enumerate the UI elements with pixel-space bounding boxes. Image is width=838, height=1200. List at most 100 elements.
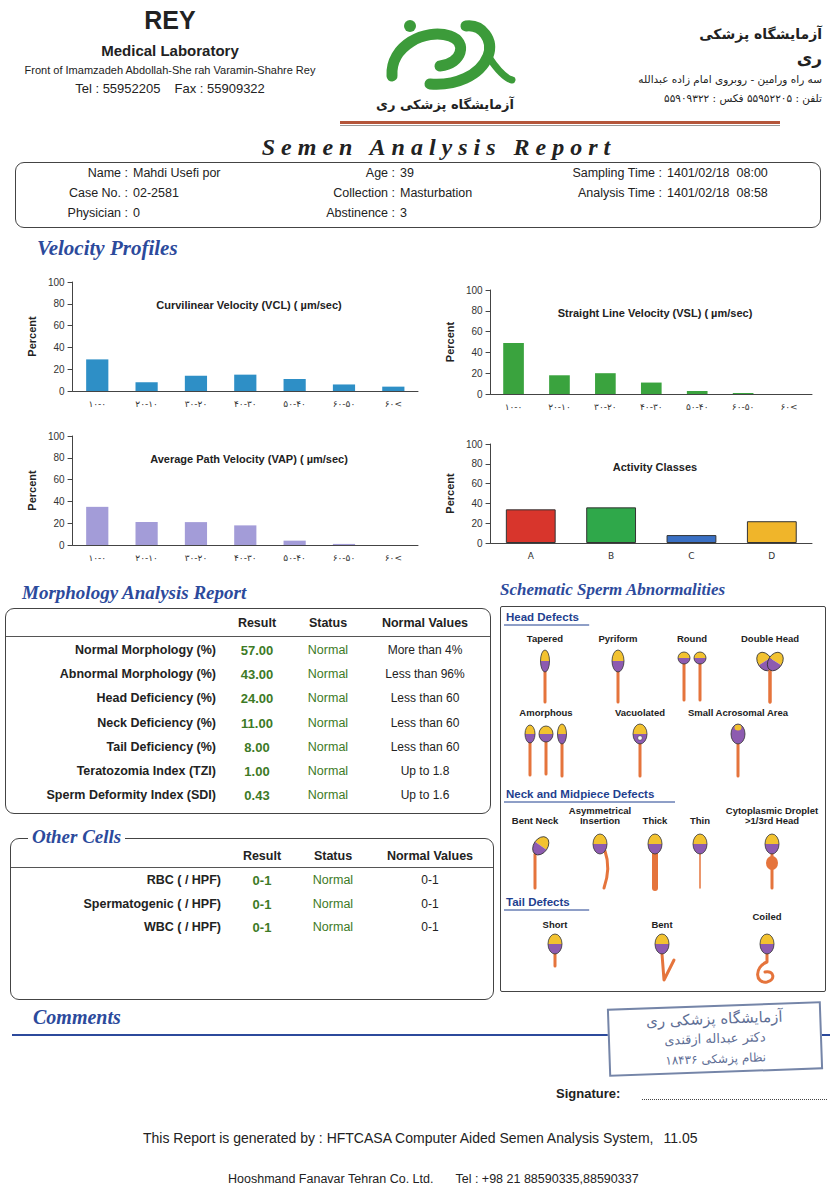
html-text:This Report is generated by :: This Report is generated by : HFTCASA Co… (143, 1130, 654, 1146)
svg-text:20: 20 (53, 364, 65, 375)
svg-text:D: D (768, 551, 775, 561)
svg-text:۱۰-۰: ۱۰-۰ (505, 402, 523, 412)
svg-text:A: A (528, 551, 535, 561)
svg-text:40: 40 (53, 496, 65, 507)
svg-text:Average Path Velocity (VAP) (: Average Path Velocity (VAP) ( µm/sec) (150, 453, 348, 465)
html-text:Medical Laboratory: Medical Laboratory (101, 42, 239, 59)
html-text:Semen Analysis Report: Semen Analysis Report (261, 134, 617, 160)
svg-text:100: 100 (466, 439, 483, 450)
html-text:آزمایشگاه پزشکی: آزمایشگاه پزشکی (699, 26, 822, 42)
html-text:آزمایشگاه پزشکی ری: آزمایشگاه پزشکی ری (645, 1007, 783, 1031)
svg-text:۶۰-۵۰: ۶۰-۵۰ (333, 399, 356, 409)
svg-text:Pyriform: Pyriform (598, 633, 637, 644)
svg-text:۶۰<: ۶۰< (385, 399, 402, 409)
html-text:0-1: 0-1 (252, 896, 272, 912)
html-text:Other Cells: Other Cells (32, 826, 122, 847)
html-text:0.43: 0.43 (244, 788, 270, 804)
svg-text:۲۰-۱۰: ۲۰-۱۰ (548, 402, 571, 412)
svg-text:Percent: Percent (444, 473, 456, 514)
svg-text:Percent: Percent (26, 316, 38, 357)
html-text:ری: ری (796, 48, 822, 68)
html-text:دکتر عبداله ازقندی: دکتر عبداله ازقندی (664, 1029, 766, 1048)
svg-text:Curvilinear Velocity (VCL) ( µ: Curvilinear Velocity (VCL) ( µm/sec) (156, 299, 342, 311)
svg-text:20: 20 (53, 518, 65, 529)
svg-text:>1/3rd Head: >1/3rd Head (745, 815, 799, 826)
svg-text:Double Head: Double Head (741, 633, 799, 644)
svg-text:0: 0 (477, 389, 483, 400)
svg-text:۶۰<: ۶۰< (780, 402, 797, 412)
svg-text:۱۰-۰: ۱۰-۰ (88, 399, 106, 409)
svg-text:۳۰-۲۰: ۳۰-۲۰ (185, 553, 208, 563)
html-text:11.05: 11.05 (663, 1130, 698, 1146)
svg-text:100: 100 (466, 285, 483, 296)
svg-text:Neck and Midpiece Defects: Neck and Midpiece Defects (506, 788, 654, 800)
svg-text:60: 60 (471, 478, 483, 489)
svg-text:Asymmetrical: Asymmetrical (569, 805, 631, 816)
svg-text:60: 60 (53, 320, 65, 331)
svg-text:۳۰-۲۰: ۳۰-۲۰ (594, 402, 617, 412)
html-text:24.00: 24.00 (240, 691, 274, 707)
svg-text:80: 80 (53, 452, 65, 463)
svg-text:80: 80 (471, 458, 483, 469)
svg-text:40: 40 (53, 342, 65, 353)
svg-text:Cytoplasmic Droplet: Cytoplasmic Droplet (726, 805, 819, 816)
html-text:43.00: 43.00 (240, 667, 274, 683)
svg-text:0: 0 (59, 540, 65, 551)
svg-text:Insertion: Insertion (580, 815, 620, 826)
svg-text:20: 20 (471, 518, 483, 529)
svg-text:۱۰-۰: ۱۰-۰ (88, 553, 106, 563)
svg-text:Small Acrosomal Area: Small Acrosomal Area (688, 707, 789, 718)
svg-text:Thick: Thick (643, 815, 669, 826)
html-text:Fax : 55909322: Fax : 55909322 (174, 81, 265, 96)
html-text:REY: REY (144, 6, 196, 34)
svg-text:80: 80 (53, 298, 65, 309)
svg-text:C: C (688, 551, 694, 561)
svg-text:Amorphous: Amorphous (519, 707, 572, 718)
svg-text:۶۰<: ۶۰< (385, 553, 402, 563)
svg-text:۵۰-۴۰: ۵۰-۴۰ (283, 553, 306, 563)
svg-text:۲۰-۱۰: ۲۰-۱۰ (135, 553, 158, 563)
svg-text:Thin: Thin (690, 815, 710, 826)
html-text:Schematic Sperm Abnormalities: Schematic Sperm Abnormalities (500, 580, 726, 599)
svg-text:Percent: Percent (26, 470, 38, 511)
svg-text:B: B (608, 551, 614, 561)
svg-text:۲۰-۱۰: ۲۰-۱۰ (135, 399, 158, 409)
svg-text:Head Defects: Head Defects (506, 611, 579, 623)
svg-text:۴۰-۳۰: ۴۰-۳۰ (234, 399, 257, 409)
svg-text:۴۰-۳۰: ۴۰-۳۰ (640, 402, 663, 412)
svg-text:60: 60 (53, 474, 65, 485)
svg-text:80: 80 (471, 305, 483, 316)
svg-text:60: 60 (471, 326, 483, 337)
html-text:8.00: 8.00 (244, 739, 270, 755)
html-text:Tel : 55952205: Tel : 55952205 (75, 81, 161, 96)
svg-text:Percent: Percent (444, 321, 456, 362)
svg-text:Coiled: Coiled (752, 911, 781, 922)
svg-text:۵۰-۴۰: ۵۰-۴۰ (686, 402, 709, 412)
svg-text:۶۰-۵۰: ۶۰-۵۰ (732, 402, 755, 412)
svg-text:Bent: Bent (651, 919, 673, 930)
html-text:11.00: 11.00 (241, 715, 273, 731)
svg-text:۵۰-۴۰: ۵۰-۴۰ (283, 399, 306, 409)
html-text:Morphology Analysis Report: Morphology Analysis Report (22, 582, 247, 603)
svg-text:Bent Neck: Bent Neck (512, 815, 559, 826)
html-text:Velocity Profiles: Velocity Profiles (37, 236, 178, 260)
svg-text:Tapered: Tapered (527, 633, 563, 644)
svg-text:۳۰-۲۰: ۳۰-۲۰ (185, 399, 208, 409)
svg-text:Vacuolated: Vacuolated (615, 707, 665, 718)
svg-text:0: 0 (59, 386, 65, 397)
svg-text:40: 40 (471, 347, 483, 358)
svg-text:20: 20 (471, 368, 483, 379)
svg-text:0: 0 (477, 538, 483, 549)
html-text:نظام پزشکی ۱۸۴۳۶: نظام پزشکی ۱۸۴۳۶ (665, 1050, 767, 1068)
svg-text:100: 100 (48, 277, 65, 288)
svg-text:Straight Line Velocity (VSL) (: Straight Line Velocity (VSL) ( µm/sec) (558, 307, 753, 319)
svg-text:۴۰-۳۰: ۴۰-۳۰ (234, 553, 257, 563)
svg-text:Round: Round (677, 633, 707, 644)
svg-text:100: 100 (48, 431, 65, 442)
svg-text:Activity Classes: Activity Classes (613, 461, 697, 473)
svg-text:Short: Short (543, 919, 569, 930)
svg-text:Tail Defects: Tail Defects (506, 896, 570, 908)
svg-text:40: 40 (471, 498, 483, 509)
html-text:Comments: Comments (33, 1006, 121, 1028)
svg-text:۶۰-۵۰: ۶۰-۵۰ (333, 553, 356, 563)
